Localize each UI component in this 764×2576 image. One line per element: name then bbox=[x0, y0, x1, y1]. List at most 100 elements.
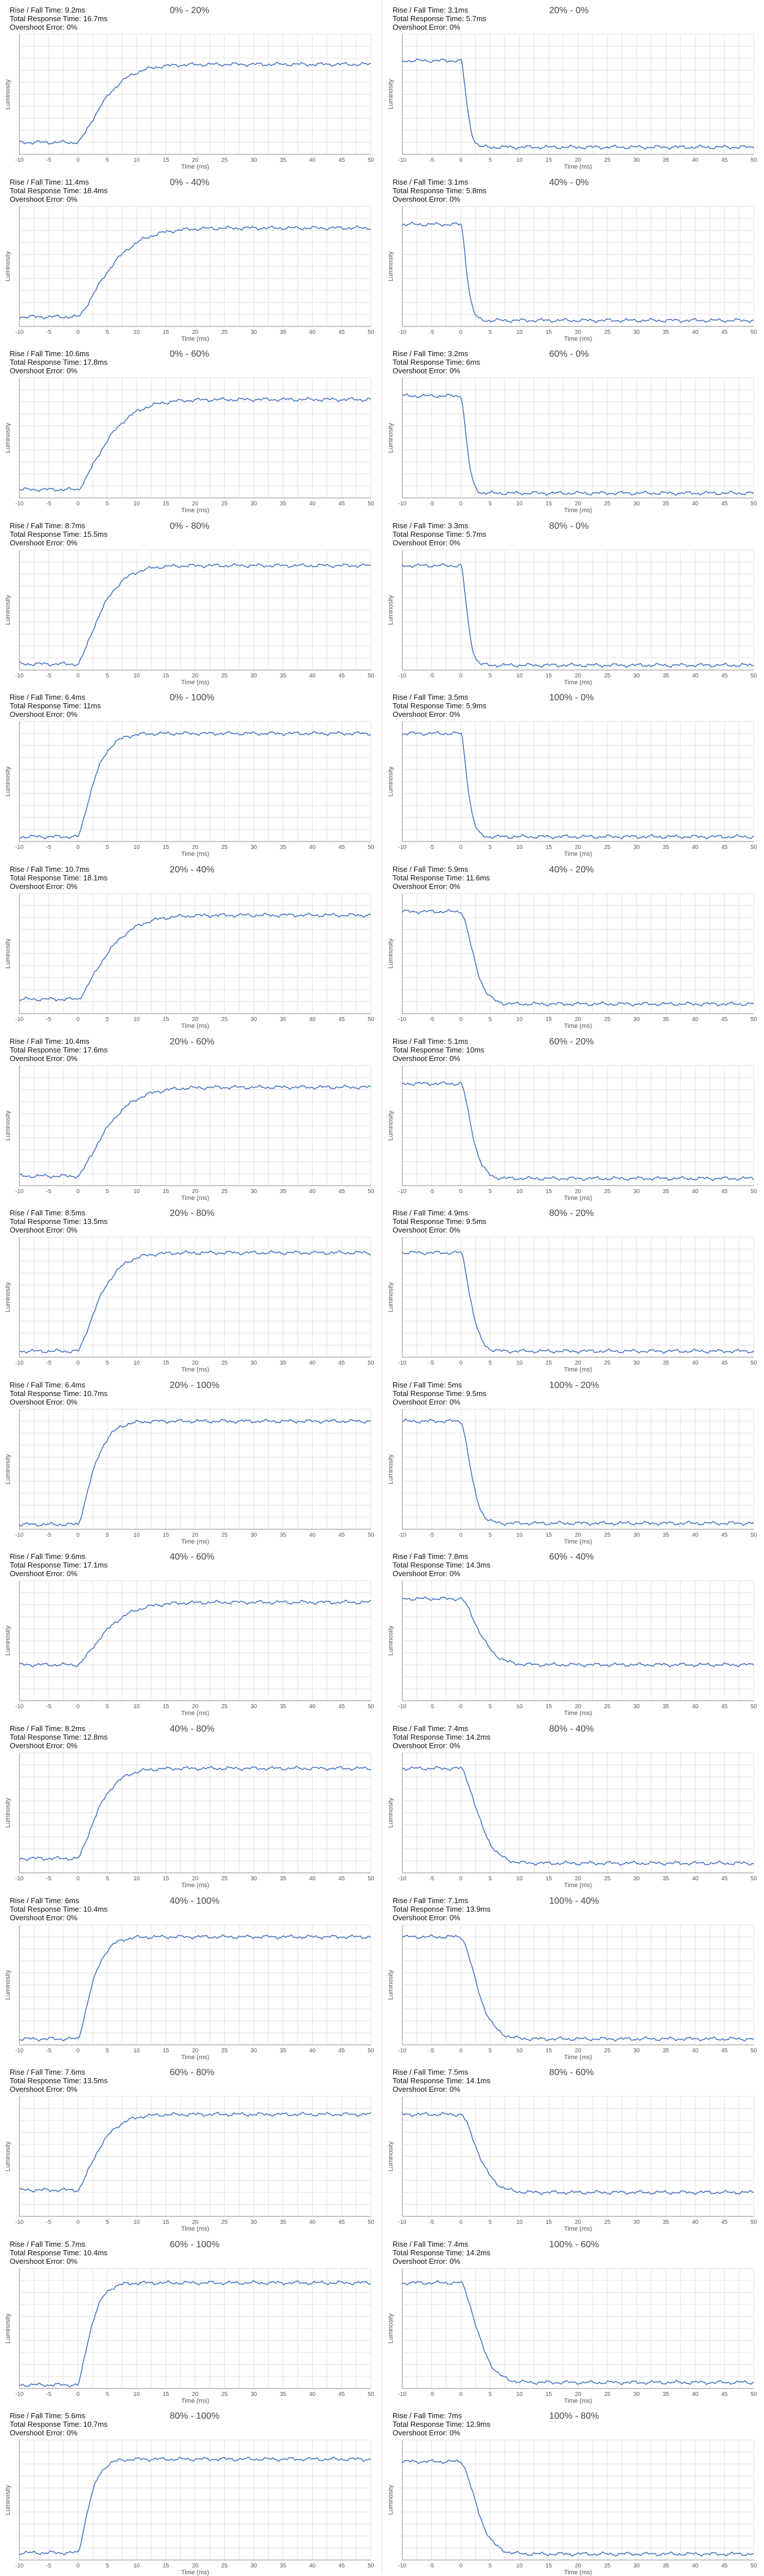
rise-fall-time: Rise / Fall Time: 10.6ms bbox=[10, 349, 90, 358]
x-tick-label: 10 bbox=[516, 501, 523, 507]
chart-panel: -10 -5 0 5 10 15 20 25 30 35 40 45 50 Time (ms) Lumino… bbox=[2, 1546, 379, 1717]
x-tick-label: 15 bbox=[163, 1360, 170, 1366]
x-tick-label: 40 bbox=[309, 1360, 316, 1366]
x-tick-label: 5 bbox=[106, 2048, 109, 2054]
x-tick-label: 5 bbox=[489, 1016, 492, 1023]
overshoot-error: Overshoot Error: 0% bbox=[10, 1741, 78, 1750]
rise-fall-time: Rise / Fall Time: 10.4ms bbox=[10, 1037, 90, 1046]
x-tick-label: 30 bbox=[633, 673, 640, 679]
x-tick-label: -10 bbox=[398, 2219, 407, 2226]
x-tick-label: 50 bbox=[367, 1876, 374, 1882]
total-response-time: Total Response Time: 12.8ms bbox=[10, 1733, 108, 1741]
x-tick-label: 15 bbox=[163, 1532, 170, 1538]
chart-title: 80% - 60% bbox=[549, 2068, 594, 2077]
x-tick-label: 40 bbox=[309, 673, 316, 679]
chart-panel: -10 -5 0 5 10 15 20 25 30 35 40 45 50 Time (ms) Lumino… bbox=[2, 172, 379, 342]
x-tick-label: 20 bbox=[575, 1360, 582, 1366]
chart-title: 80% - 0% bbox=[549, 521, 589, 531]
total-response-time: Total Response Time: 10.4ms bbox=[10, 2248, 108, 2257]
x-tick-label: 5 bbox=[106, 1532, 109, 1538]
x-tick-label: 25 bbox=[604, 673, 611, 679]
x-tick-label: 40 bbox=[309, 1876, 316, 1882]
x-tick-label: 10 bbox=[133, 157, 140, 164]
x-tick-label: 30 bbox=[633, 501, 640, 507]
x-tick-label: 5 bbox=[106, 844, 109, 851]
x-tick-label: 50 bbox=[750, 1532, 757, 1538]
x-tick-label: 15 bbox=[546, 2563, 553, 2569]
x-tick-label: 0 bbox=[77, 2563, 80, 2569]
x-tick-label: 0 bbox=[459, 1016, 463, 1023]
chart-panel: -10 -5 0 5 10 15 20 25 30 35 40 45 50 Time (ms) Lumino… bbox=[2, 687, 379, 858]
x-tick-label: 0 bbox=[459, 329, 463, 336]
x-tick-label: 35 bbox=[280, 1189, 287, 1195]
x-tick-label: 45 bbox=[338, 501, 345, 507]
x-tick-label: 30 bbox=[250, 2048, 257, 2054]
x-tick-label: 5 bbox=[489, 2048, 492, 2054]
response-stats: Rise / Fall Time: 10.7ms Total Response T… bbox=[10, 865, 107, 891]
x-tick-label: 0 bbox=[77, 1532, 80, 1538]
x-tick-label: -5 bbox=[429, 1704, 434, 1710]
x-axis-label: Time (ms) bbox=[181, 1366, 209, 1373]
x-tick-label: 25 bbox=[604, 329, 611, 336]
x-tick-label: 35 bbox=[663, 1876, 670, 1882]
x-tick-label: 45 bbox=[721, 157, 728, 164]
x-tick-label: 30 bbox=[633, 1876, 640, 1882]
x-tick-label: 25 bbox=[221, 844, 228, 851]
y-axis-label: Luminosity bbox=[387, 1625, 394, 1656]
x-tick-label: 30 bbox=[633, 1704, 640, 1710]
x-tick-label: 5 bbox=[106, 2219, 109, 2226]
chart-svg: -10 -5 0 5 10 15 20 25 30 35 40 45 50 Time (ms) Lumino… bbox=[5, 34, 374, 170]
x-tick-label: 10 bbox=[133, 2048, 140, 2054]
x-tick-label: 10 bbox=[516, 673, 523, 679]
x-tick-label: 50 bbox=[750, 673, 757, 679]
y-axis-label: Luminosity bbox=[387, 1454, 394, 1484]
rise-fall-time: Rise / Fall Time: 9.6ms bbox=[10, 1552, 86, 1561]
chart-title: 0% - 20% bbox=[170, 6, 210, 15]
x-tick-label: -5 bbox=[46, 1532, 51, 1538]
x-tick-label: -10 bbox=[398, 2391, 407, 2398]
x-tick-label: 30 bbox=[633, 2391, 640, 2398]
x-tick-label: 30 bbox=[633, 1189, 640, 1195]
total-response-time: Total Response Time: 12.9ms bbox=[393, 2420, 491, 2429]
chart-panel: -10 -5 0 5 10 15 20 25 30 35 40 45 50 Time (ms) Lumino… bbox=[385, 2062, 762, 2232]
x-tick-label: -5 bbox=[429, 1532, 434, 1538]
x-tick-label: 5 bbox=[489, 329, 492, 336]
x-tick-label: 20 bbox=[192, 673, 199, 679]
x-tick-label: 5 bbox=[489, 1360, 492, 1366]
chart-title: 40% - 80% bbox=[170, 1724, 215, 1734]
x-tick-label: 50 bbox=[367, 157, 374, 164]
x-tick-label: 25 bbox=[221, 673, 228, 679]
chart-panel: -10 -5 0 5 10 15 20 25 30 35 40 45 50 Time (ms) Lumino… bbox=[385, 687, 762, 858]
chart-panel: -10 -5 0 5 10 15 20 25 30 35 40 45 50 Time (ms) Lumino… bbox=[2, 344, 379, 514]
y-axis-label: Luminosity bbox=[387, 2141, 394, 2171]
total-response-time: Total Response Time: 5.8ms bbox=[393, 186, 487, 195]
x-tick-label: 5 bbox=[489, 673, 492, 679]
total-response-time: Total Response Time: 17.1ms bbox=[10, 1561, 108, 1569]
x-tick-label: -5 bbox=[46, 2048, 51, 2054]
chart-panel: -10 -5 0 5 10 15 20 25 30 35 40 45 50 Time (ms) Lumino… bbox=[385, 1203, 762, 1373]
x-tick-label: 50 bbox=[367, 2391, 374, 2398]
x-tick-label: 0 bbox=[459, 1189, 463, 1195]
luminosity-series-line bbox=[19, 912, 371, 1002]
chart-panel: -10 -5 0 5 10 15 20 25 30 35 40 45 50 Time (ms) Lumino… bbox=[385, 2234, 762, 2404]
chart-svg: -10 -5 0 5 10 15 20 25 30 35 40 45 50 Time (ms) Lumino… bbox=[5, 1237, 374, 1373]
luminosity-series-line bbox=[19, 2280, 371, 2388]
rise-fall-time: Rise / Fall Time: 3.2ms bbox=[393, 349, 469, 358]
chart-title: 0% - 80% bbox=[170, 521, 210, 531]
x-tick-label: 10 bbox=[133, 2391, 140, 2398]
x-tick-label: -10 bbox=[398, 1532, 407, 1538]
x-tick-label: 10 bbox=[133, 2219, 140, 2226]
x-tick-label: -5 bbox=[46, 1360, 51, 1366]
x-tick-label: 15 bbox=[546, 2391, 553, 2398]
x-tick-label: 25 bbox=[221, 1704, 228, 1710]
chart-svg: -10 -5 0 5 10 15 20 25 30 35 40 45 50 Time (ms) Lumino… bbox=[5, 721, 374, 858]
x-axis-label: Time (ms) bbox=[564, 1882, 592, 1889]
x-tick-label: 10 bbox=[516, 1876, 523, 1882]
x-tick-label: -5 bbox=[46, 1876, 51, 1882]
luminosity-series-line bbox=[402, 393, 754, 496]
x-tick-label: 35 bbox=[280, 329, 287, 336]
x-tick-label: 10 bbox=[133, 329, 140, 336]
x-tick-label: 5 bbox=[106, 157, 109, 164]
x-tick-label: 15 bbox=[163, 1876, 170, 1882]
x-axis-label: Time (ms) bbox=[564, 1710, 592, 1717]
